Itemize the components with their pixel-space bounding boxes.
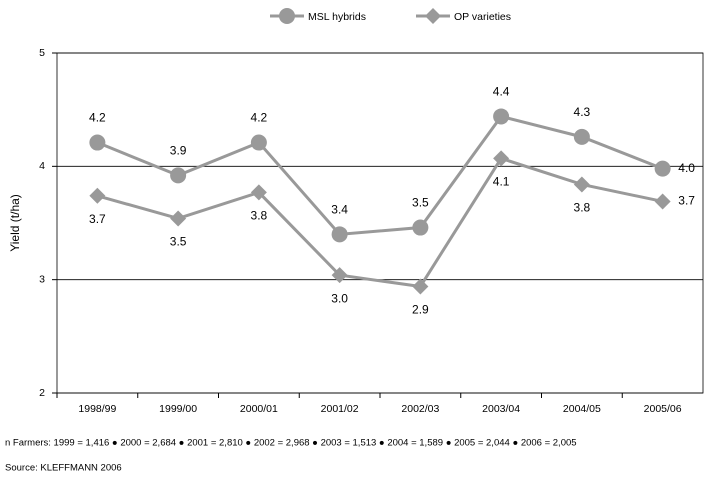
data-point	[250, 134, 267, 151]
data-label: 4.2	[89, 111, 106, 125]
data-label: 3.8	[574, 201, 591, 215]
data-label: 2.9	[412, 303, 429, 317]
x-tick-label: 2001/02	[321, 403, 359, 415]
data-label: 4.4	[493, 85, 510, 99]
data-label: 4.0	[678, 161, 695, 175]
data-point	[250, 184, 267, 201]
y-axis-label: Yield (t/ha)	[8, 194, 22, 252]
legend-marker	[279, 8, 295, 24]
data-label: 3.9	[170, 144, 187, 158]
y-tick-label: 3	[39, 273, 45, 285]
y-tick-label: 2	[39, 387, 45, 399]
data-label: 4.3	[574, 105, 591, 119]
y-tick-label: 4	[39, 160, 45, 172]
data-point	[573, 176, 590, 193]
data-point	[331, 226, 348, 243]
data-point	[412, 278, 429, 295]
data-point	[331, 267, 348, 284]
x-tick-label: 2005/06	[644, 403, 682, 415]
data-label: 3.5	[412, 196, 429, 210]
data-point	[412, 219, 429, 236]
x-tick-label: 2003/04	[482, 403, 520, 415]
data-point	[493, 150, 510, 167]
x-tick-label: 2000/01	[240, 403, 278, 415]
legend-label: MSL hybrids	[308, 11, 366, 23]
data-point	[89, 134, 106, 151]
y-tick-label: 5	[39, 47, 45, 59]
data-label: 3.5	[170, 235, 187, 249]
data-label: 3.8	[251, 209, 268, 223]
data-label: 3.7	[678, 194, 695, 208]
legend-label: OP varieties	[454, 11, 511, 23]
note: n Farmers: 1999 = 1,416 ● 2000 = 2,684 ●…	[5, 438, 577, 449]
data-point	[573, 128, 590, 145]
series-line	[96, 156, 663, 289]
data-point	[170, 167, 187, 184]
data-point	[493, 108, 510, 125]
data-label: 4.1	[493, 175, 510, 189]
x-tick-label: 1998/99	[78, 403, 116, 415]
data-point	[89, 187, 106, 204]
series-line	[96, 114, 664, 236]
data-point	[654, 160, 671, 177]
x-tick-label: 2004/05	[563, 403, 601, 415]
data-label: 4.2	[251, 111, 268, 125]
data-label: 3.0	[331, 291, 348, 305]
plot-frame	[56, 52, 704, 394]
data-point	[170, 210, 187, 227]
source: Source: KLEFFMANN 2006	[5, 463, 122, 474]
data-label: 3.4	[331, 203, 348, 217]
data-point	[654, 193, 671, 210]
x-tick-label: 2002/03	[401, 403, 439, 415]
data-label: 3.7	[89, 212, 106, 226]
legend-marker	[425, 8, 441, 24]
x-tick-label: 1999/00	[159, 403, 197, 415]
